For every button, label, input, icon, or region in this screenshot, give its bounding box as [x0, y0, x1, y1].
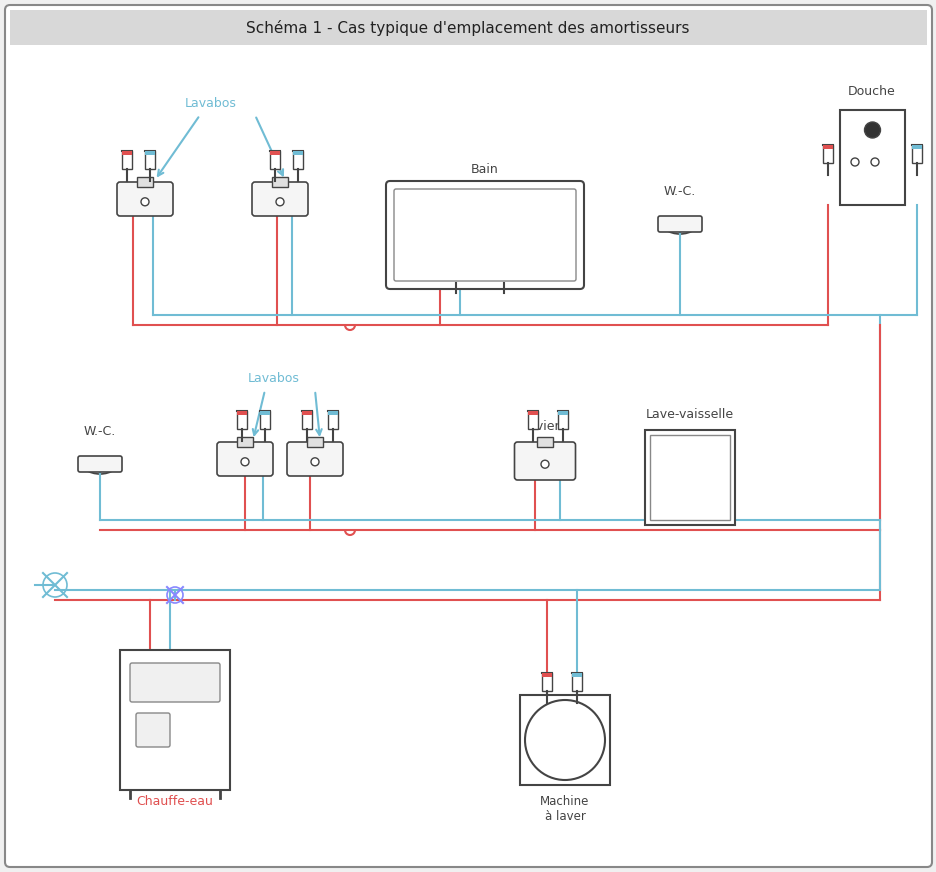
Circle shape — [524, 700, 605, 780]
Bar — [237, 411, 247, 429]
Bar — [911, 145, 921, 163]
FancyBboxPatch shape — [5, 5, 931, 867]
Bar — [328, 411, 338, 429]
Bar — [571, 673, 581, 691]
Bar — [650, 435, 729, 520]
Bar — [259, 411, 270, 415]
FancyBboxPatch shape — [252, 182, 308, 216]
FancyBboxPatch shape — [217, 442, 272, 476]
Bar — [293, 151, 302, 169]
Text: Chauffe-eau: Chauffe-eau — [137, 795, 213, 808]
Bar — [270, 151, 280, 169]
Text: Lavabos: Lavabos — [248, 372, 300, 385]
Bar — [122, 151, 132, 169]
Bar — [259, 411, 270, 429]
Circle shape — [276, 198, 284, 206]
FancyBboxPatch shape — [78, 456, 122, 472]
Text: Machine
à laver: Machine à laver — [540, 795, 589, 823]
Bar — [558, 411, 567, 415]
Bar — [120, 650, 229, 790]
Circle shape — [241, 458, 249, 466]
Bar — [145, 151, 154, 169]
FancyBboxPatch shape — [10, 10, 926, 45]
Bar — [839, 110, 904, 205]
Bar — [541, 673, 551, 677]
Bar — [271, 177, 287, 187]
FancyBboxPatch shape — [386, 181, 583, 289]
Bar — [822, 145, 832, 163]
FancyBboxPatch shape — [286, 442, 343, 476]
FancyBboxPatch shape — [657, 216, 701, 232]
Bar — [519, 695, 609, 785]
Circle shape — [540, 460, 548, 468]
Bar — [137, 177, 153, 187]
Bar — [541, 673, 551, 691]
Text: Lave-vaisselle: Lave-vaisselle — [645, 408, 733, 421]
Bar — [301, 411, 312, 429]
Bar — [536, 437, 552, 447]
FancyBboxPatch shape — [393, 189, 576, 281]
Text: Évier: Évier — [529, 420, 561, 433]
Bar — [528, 411, 537, 429]
Bar — [122, 151, 132, 155]
Text: W.-C.: W.-C. — [84, 425, 116, 438]
Bar — [237, 437, 253, 447]
FancyBboxPatch shape — [117, 182, 173, 216]
Bar — [307, 437, 323, 447]
Bar — [528, 411, 537, 415]
Bar — [145, 151, 154, 155]
Circle shape — [864, 122, 880, 138]
Bar — [911, 145, 921, 149]
Bar — [644, 430, 734, 525]
Circle shape — [870, 158, 878, 166]
Text: W.-C.: W.-C. — [664, 185, 695, 198]
Bar — [293, 151, 302, 155]
Bar — [328, 411, 338, 415]
Circle shape — [140, 198, 149, 206]
Text: Schéma 1 - Cas typique d'emplacement des amortisseurs: Schéma 1 - Cas typique d'emplacement des… — [246, 20, 689, 36]
Circle shape — [850, 158, 858, 166]
Bar — [237, 411, 247, 415]
Bar — [270, 151, 280, 155]
Text: Lavabos: Lavabos — [184, 97, 237, 110]
Text: Bain: Bain — [471, 163, 498, 176]
FancyBboxPatch shape — [136, 713, 169, 747]
Bar — [571, 673, 581, 677]
Bar — [822, 145, 832, 149]
Bar — [558, 411, 567, 429]
Circle shape — [311, 458, 318, 466]
Bar — [301, 411, 312, 415]
FancyBboxPatch shape — [514, 442, 575, 480]
Text: Douche: Douche — [847, 85, 895, 98]
FancyBboxPatch shape — [130, 663, 220, 702]
